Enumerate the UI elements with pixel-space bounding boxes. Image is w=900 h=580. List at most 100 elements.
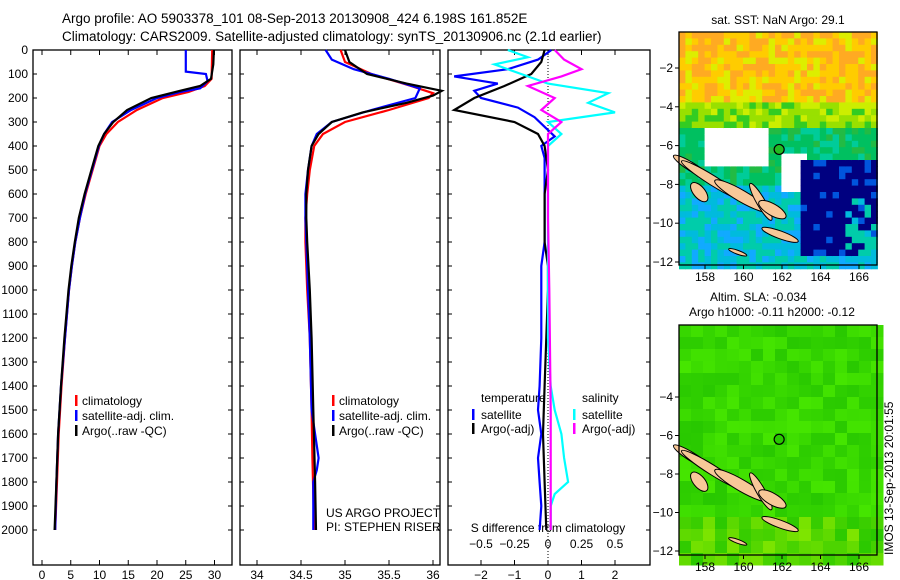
- map-cell: [864, 204, 872, 212]
- map-cell: [751, 517, 764, 530]
- map-cell: [819, 192, 827, 199]
- map-cell: [871, 89, 878, 97]
- map-cell: [800, 172, 808, 180]
- map-cell: [704, 236, 712, 244]
- map-cell: [864, 147, 872, 155]
- map-cell: [781, 147, 789, 155]
- map-cell: [775, 198, 782, 206]
- map-cell: [703, 325, 716, 338]
- map-cell: [691, 421, 704, 434]
- map-cell: [832, 166, 840, 174]
- map-cell: [823, 385, 836, 398]
- map-cell: [775, 115, 782, 123]
- map-cell: [807, 108, 814, 116]
- map-cell: [835, 409, 848, 422]
- map-cell: [762, 102, 770, 110]
- map-cell: [858, 108, 866, 116]
- map-cell: [835, 373, 848, 386]
- map-cell: [685, 140, 693, 148]
- map-cell: [847, 349, 860, 362]
- map-cell: [864, 140, 872, 148]
- x-tick-label: 0: [545, 568, 552, 580]
- map-cell: [819, 236, 827, 244]
- argo-position-marker: [773, 143, 785, 156]
- map-cell: [679, 262, 686, 270]
- map-cell: [775, 409, 788, 422]
- map-cell: [762, 38, 770, 46]
- map-cell: [749, 160, 757, 167]
- map-cell: [762, 121, 770, 129]
- map-cell: [781, 57, 789, 65]
- map-cell: [755, 185, 763, 193]
- map-cell: [819, 147, 827, 155]
- map-cell: [743, 230, 750, 238]
- map-cell: [864, 224, 872, 231]
- map-cell: [845, 249, 853, 257]
- map-cell: [775, 102, 782, 110]
- map-cell: [736, 230, 744, 238]
- map-cell: [730, 211, 738, 219]
- map-cell: [711, 121, 718, 129]
- map-cell: [864, 51, 872, 59]
- map-cell: [819, 38, 827, 46]
- map-cell: [691, 262, 699, 270]
- map-cell: [787, 76, 795, 84]
- map-cell: [819, 70, 827, 78]
- map-cell: [743, 128, 750, 135]
- map-cell: [679, 108, 686, 116]
- map-cell: [711, 185, 718, 193]
- map-cell: [787, 64, 795, 71]
- map-cell: [871, 96, 878, 103]
- map-cell: [685, 96, 693, 103]
- map-cell: [768, 147, 776, 155]
- map-cell: [800, 70, 808, 78]
- map-cell: [781, 38, 789, 46]
- map-cell: [859, 505, 872, 518]
- map-cell: [787, 230, 795, 238]
- map-cell: [717, 192, 725, 199]
- map-cell: [845, 134, 853, 142]
- map-cell: [775, 89, 782, 97]
- map-cell: [749, 57, 757, 65]
- map-cell: [847, 445, 860, 458]
- map-cell: [794, 76, 802, 84]
- map-cell: [723, 166, 731, 174]
- map-cell: [819, 179, 827, 187]
- map-cell: [800, 243, 808, 251]
- map-cell: [768, 236, 776, 244]
- map-cell: [685, 236, 693, 244]
- map-cell: [847, 337, 860, 350]
- map-cell: [679, 115, 686, 123]
- map-cell: [813, 262, 821, 270]
- map-cell: [811, 529, 824, 542]
- map-cell: [826, 236, 834, 244]
- map-cell: [794, 128, 802, 135]
- map-cell: [871, 121, 878, 129]
- x-tick-label: −1: [508, 568, 522, 580]
- map-cell: [794, 172, 802, 180]
- map-cell: [864, 166, 872, 174]
- map-cell: [845, 76, 853, 84]
- map-cell: [717, 140, 725, 148]
- map-cell: [698, 108, 706, 116]
- map-cell: [691, 256, 699, 263]
- map-cell: [755, 32, 763, 39]
- map-cell: [736, 128, 744, 135]
- map-cell: [813, 179, 821, 187]
- map-cell: [832, 179, 840, 187]
- map-cell: [787, 373, 800, 386]
- map-cell: [711, 57, 718, 65]
- map-cell: [743, 108, 750, 116]
- map-cell: [711, 243, 718, 251]
- map-cell: [807, 262, 814, 270]
- map-cell: [715, 505, 728, 518]
- map-cell: [739, 361, 752, 374]
- map-cell: [685, 51, 693, 59]
- map-cell: [819, 83, 827, 91]
- map-cell: [730, 108, 738, 116]
- map-cell: [730, 96, 738, 103]
- map-cell: [859, 517, 872, 530]
- map-cell: [871, 217, 878, 225]
- map-cell: [727, 493, 740, 506]
